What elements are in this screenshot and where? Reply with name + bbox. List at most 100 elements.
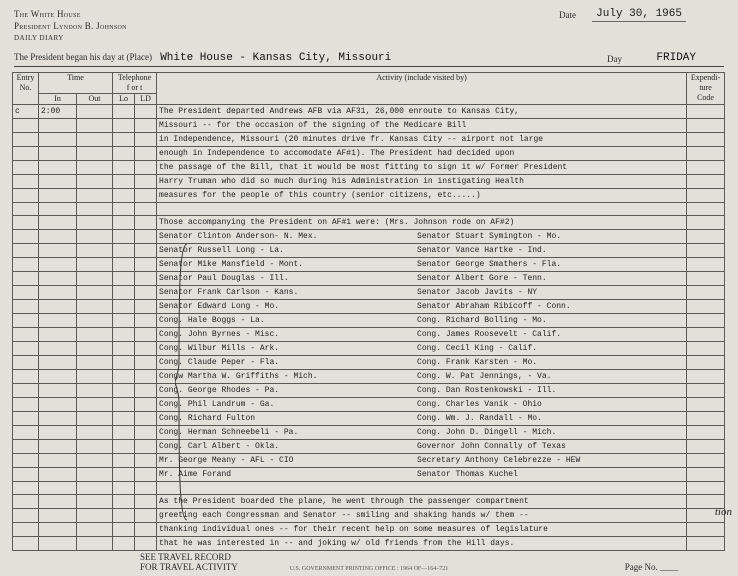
ld-cell xyxy=(135,300,157,314)
activity-cell: Cong. Richard FultonCong. Wm. J. Randall… xyxy=(157,412,687,426)
activity-cell: The President departed Andrews AFB via A… xyxy=(157,105,687,119)
ld-cell xyxy=(135,258,157,272)
in-cell xyxy=(39,398,77,412)
lo-cell xyxy=(113,384,135,398)
in-cell xyxy=(39,537,77,551)
out-cell xyxy=(77,509,113,523)
ld-cell xyxy=(135,523,157,537)
lo-cell xyxy=(113,175,135,189)
out-cell xyxy=(77,468,113,482)
entry-cell xyxy=(13,286,39,300)
lo-cell xyxy=(113,272,135,286)
exp-cell xyxy=(687,412,725,426)
lo-cell xyxy=(113,300,135,314)
activity-cell: Cong. Herman Schneebeli - Pa.Cong. John … xyxy=(157,426,687,440)
in-cell xyxy=(39,328,77,342)
entry-cell xyxy=(13,147,39,161)
activity-cell: Cong. Hale Boggs - La.Cong. Richard Boll… xyxy=(157,314,687,328)
exp-cell xyxy=(687,105,725,119)
in-cell xyxy=(39,119,77,133)
exp-cell xyxy=(687,537,725,551)
entry-cell xyxy=(13,230,39,244)
in-cell xyxy=(39,147,77,161)
entry-cell xyxy=(13,300,39,314)
day-value: FRIDAY xyxy=(656,52,696,64)
lo-cell xyxy=(113,105,135,119)
pres-line: President Lyndon B. Johnson xyxy=(14,20,127,32)
lo-cell xyxy=(113,342,135,356)
lo-cell xyxy=(113,426,135,440)
col-exp: Expendi- ture Code xyxy=(687,73,725,105)
activity-cell: enough in Independence to accomodate AF#… xyxy=(157,147,687,161)
exp-cell xyxy=(687,426,725,440)
in-cell xyxy=(39,384,77,398)
exp-cell xyxy=(687,300,725,314)
col-entry: Entry No. xyxy=(13,73,39,105)
exp-cell xyxy=(687,314,725,328)
lo-cell xyxy=(113,258,135,272)
activity-cell: Senator Edward Long - Mo.Senator Abraham… xyxy=(157,300,687,314)
lo-cell xyxy=(113,356,135,370)
out-cell xyxy=(77,133,113,147)
in-cell xyxy=(39,440,77,454)
col-out: Out xyxy=(77,94,113,105)
travel-note: SEE TRAVEL RECORD FOR TRAVEL ACTIVITY xyxy=(140,552,238,572)
exp-cell xyxy=(687,147,725,161)
activity-cell: Missouri -- for the occasion of the sign… xyxy=(157,119,687,133)
entry-cell xyxy=(13,509,39,523)
col-activity: Activity (include visited by) xyxy=(157,73,687,105)
out-cell xyxy=(77,189,113,203)
out-cell xyxy=(77,203,113,216)
entry-cell xyxy=(13,258,39,272)
activity-cell: Cong. John Byrnes - Misc.Cong. James Roo… xyxy=(157,328,687,342)
entry-cell xyxy=(13,133,39,147)
ld-cell xyxy=(135,105,157,119)
ld-cell xyxy=(135,398,157,412)
activity-cell: thanking individual ones -- for their re… xyxy=(157,523,687,537)
entry-cell xyxy=(13,398,39,412)
in-cell xyxy=(39,314,77,328)
page-no: Page No. ____ xyxy=(625,562,678,572)
out-cell xyxy=(77,440,113,454)
exp-cell xyxy=(687,133,725,147)
entry-cell xyxy=(13,440,39,454)
ld-cell xyxy=(135,384,157,398)
activity-cell: Those accompanying the President on AF#1… xyxy=(157,216,687,230)
lo-cell xyxy=(113,133,135,147)
ld-cell xyxy=(135,328,157,342)
exp-cell xyxy=(687,328,725,342)
out-cell xyxy=(77,398,113,412)
ld-cell xyxy=(135,468,157,482)
exp-cell xyxy=(687,175,725,189)
exp-cell xyxy=(687,342,725,356)
out-cell xyxy=(77,356,113,370)
entry-cell: c xyxy=(13,105,39,119)
exp-cell xyxy=(687,119,725,133)
lo-cell xyxy=(113,230,135,244)
activity-cell: Senator Russell Long - La.Senator Vance … xyxy=(157,244,687,258)
in-cell: 2:00 xyxy=(39,105,77,119)
began-line: The President began his day at (Place) W… xyxy=(14,52,724,67)
col-ld: LD xyxy=(135,94,157,105)
ld-cell xyxy=(135,482,157,495)
in-cell xyxy=(39,300,77,314)
travel-line-1: SEE TRAVEL RECORD xyxy=(140,552,238,562)
out-cell xyxy=(77,147,113,161)
activity-cell: the passage of the Bill, that it would b… xyxy=(157,161,687,175)
lo-cell xyxy=(113,412,135,426)
in-cell xyxy=(39,216,77,230)
in-cell xyxy=(39,454,77,468)
activity-cell: Congw Martha W. Griffiths - Mich.Cong. W… xyxy=(157,370,687,384)
date-label: Date xyxy=(559,10,576,20)
activity-cell xyxy=(157,203,687,216)
entry-cell xyxy=(13,468,39,482)
travel-line-2: FOR TRAVEL ACTIVITY xyxy=(140,562,238,572)
lo-cell xyxy=(113,509,135,523)
lo-cell xyxy=(113,328,135,342)
out-cell xyxy=(77,537,113,551)
exp-cell xyxy=(687,189,725,203)
lo-cell xyxy=(113,523,135,537)
in-cell xyxy=(39,272,77,286)
ld-cell xyxy=(135,495,157,509)
diary-page: The White House President Lyndon B. John… xyxy=(0,0,738,576)
